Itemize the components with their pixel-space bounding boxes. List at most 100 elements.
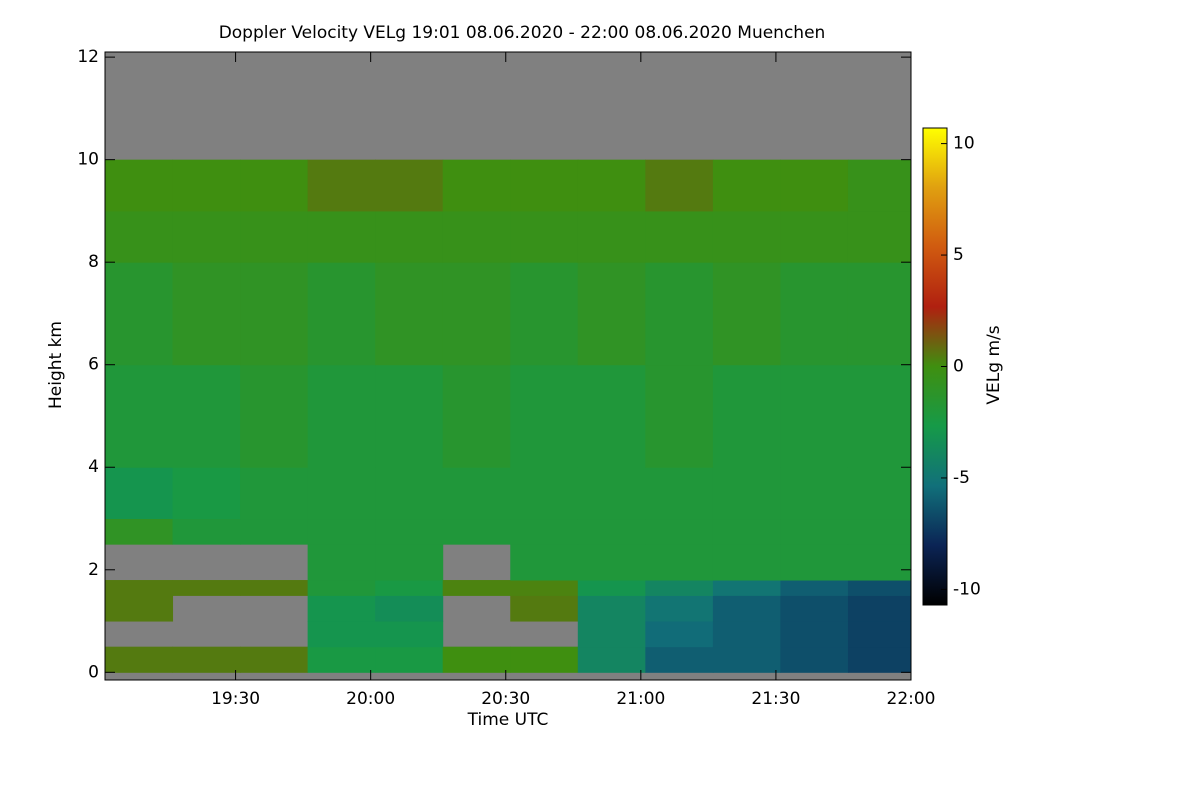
heatmap-cell (847, 210, 912, 263)
heatmap-cell (847, 159, 912, 212)
y-tick-label: 2 (88, 560, 99, 580)
chart-title: Doppler Velocity VELg 19:01 08.06.2020 -… (219, 23, 826, 43)
x-tick-label: 20:30 (481, 689, 530, 709)
heatmap-cell (712, 159, 781, 212)
heatmap-cell (780, 467, 849, 520)
heatmap-cell (712, 467, 781, 520)
heatmap-cell (442, 210, 511, 263)
heatmap-cell (510, 159, 579, 212)
heatmap-cell (105, 518, 174, 545)
heatmap-cell (712, 646, 781, 673)
heatmap-cell (847, 518, 912, 545)
heatmap-cell (442, 262, 511, 366)
heatmap-cell (577, 467, 646, 520)
heatmap-cell (780, 364, 849, 468)
heatmap-cell (780, 210, 849, 263)
y-tick-label: 8 (88, 252, 99, 272)
heatmap-cell (105, 580, 174, 596)
heatmap-cell (105, 595, 174, 622)
heatmap-cell (240, 518, 309, 545)
heatmap-cell (307, 364, 376, 468)
colorbar-tick-label: -5 (953, 468, 970, 488)
heatmap-cell (307, 262, 376, 366)
heatmap-cell (307, 595, 376, 622)
heatmap-cell (510, 544, 579, 581)
heatmap-cell (442, 467, 511, 520)
heatmap-cell (847, 580, 912, 596)
heatmap-cell (172, 646, 241, 673)
heatmap-cell (577, 262, 646, 366)
heatmap-cell (780, 262, 849, 366)
heatmap-cell (240, 364, 309, 468)
heatmap-cell (442, 646, 511, 673)
x-tick-label: 21:30 (751, 689, 800, 709)
colorbar-tick-label: -10 (953, 579, 981, 599)
heatmap-cell (105, 467, 174, 520)
heatmap-cell (105, 364, 174, 468)
x-tick-label: 22:00 (887, 689, 936, 709)
heatmap-cell (375, 595, 444, 622)
heatmap-cell (375, 159, 444, 212)
colorbar-label: VELg m/s (984, 325, 1004, 404)
heatmap-cell (712, 210, 781, 263)
heatmap-cell (780, 544, 849, 581)
heatmap-cell (510, 210, 579, 263)
heatmap-cell (240, 646, 309, 673)
heatmap-cell (442, 364, 511, 468)
heatmap-cell (307, 467, 376, 520)
x-tick-label: 20:00 (346, 689, 395, 709)
heatmap-cell (847, 544, 912, 581)
heatmap-cell (307, 159, 376, 212)
heatmap-cell (780, 646, 849, 673)
heatmap-cell (780, 518, 849, 545)
heatmap-cell (105, 210, 174, 263)
heatmap-cell (577, 518, 646, 545)
heatmap-cell (847, 262, 912, 366)
heatmap-cell (847, 646, 912, 673)
heatmap-cell (510, 580, 579, 596)
heatmap-cell (712, 621, 781, 648)
heatmap-cell (645, 595, 714, 622)
heatmap-cell (375, 210, 444, 263)
heatmap-cell (712, 580, 781, 596)
x-axis-label: Time UTC (467, 710, 549, 730)
heatmap-cell (510, 262, 579, 366)
heatmap-cell (375, 621, 444, 648)
y-tick-label: 0 (88, 662, 99, 682)
heatmap-cell (240, 262, 309, 366)
heatmap-cell (712, 364, 781, 468)
heatmap-cell (172, 262, 241, 366)
heatmap-cell (375, 364, 444, 468)
heatmap-cell (645, 621, 714, 648)
heatmap-cell (375, 518, 444, 545)
heatmap-cell (645, 262, 714, 366)
colorbar-tick-label: 0 (953, 357, 964, 377)
colorbar-tick-label: 10 (953, 134, 975, 154)
heatmap-cell (645, 544, 714, 581)
heatmap-cell (510, 646, 579, 673)
y-tick-label: 6 (88, 355, 99, 375)
heatmap-cell (847, 364, 912, 468)
heatmap-cell (577, 646, 646, 673)
heatmap-cell (577, 544, 646, 581)
heatmap-cell (375, 544, 444, 581)
heatmap-cell (240, 467, 309, 520)
heatmap-cell (577, 580, 646, 596)
heatmap-cell (645, 159, 714, 212)
x-tick-label: 19:30 (211, 689, 260, 709)
heatmap-cell (780, 159, 849, 212)
heatmap-cell (712, 518, 781, 545)
heatmap-cell (105, 159, 174, 212)
heatmap-cell (442, 518, 511, 545)
heatmap-cell (577, 159, 646, 212)
heatmap-cell (510, 467, 579, 520)
heatmap-cell (105, 646, 174, 673)
y-tick-label: 4 (88, 457, 99, 477)
heatmap-cell (847, 595, 912, 622)
y-tick-label: 10 (77, 150, 99, 170)
heatmap-cell (240, 159, 309, 212)
heatmap-cell (712, 595, 781, 622)
heatmap-cell (645, 646, 714, 673)
heatmap-cell (645, 580, 714, 596)
